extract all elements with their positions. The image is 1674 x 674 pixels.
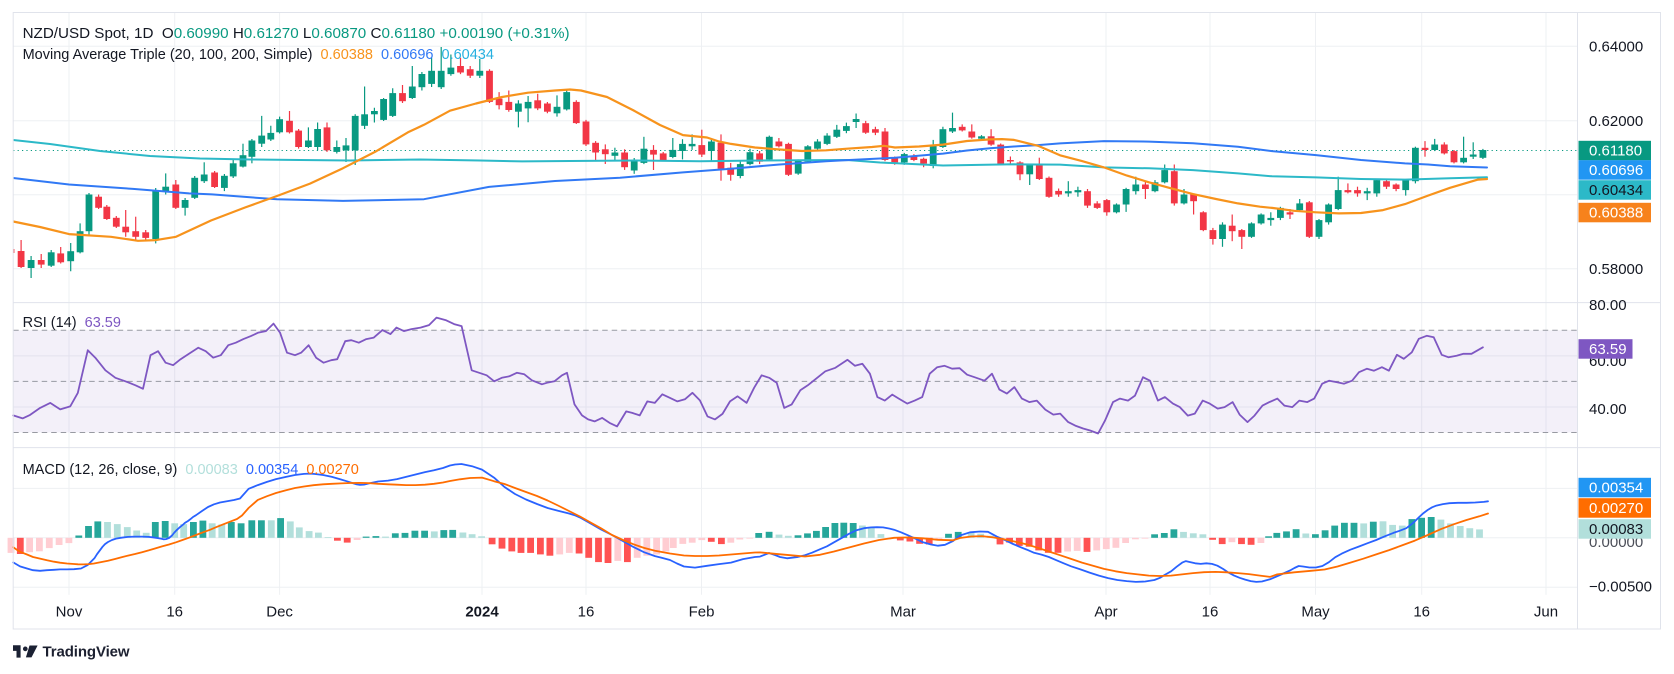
svg-text:NZD/USD Spot, 1D O0.60990 H0.: NZD/USD Spot, 1D O0.60990 H0.61270 L0.60…: [23, 25, 570, 42]
svg-text:40.00: 40.00: [1589, 401, 1627, 418]
svg-text:0.58000: 0.58000: [1589, 261, 1643, 278]
svg-text:Dec: Dec: [266, 604, 293, 621]
svg-text:0.60696: 0.60696: [1589, 162, 1643, 179]
svg-text:0.00083: 0.00083: [1589, 521, 1643, 538]
svg-text:TradingView: TradingView: [43, 644, 130, 661]
svg-text:63.59: 63.59: [1589, 341, 1627, 358]
svg-text:0.00354: 0.00354: [1589, 480, 1643, 497]
svg-text:Mar: Mar: [890, 604, 916, 621]
svg-text:0.64000: 0.64000: [1589, 38, 1643, 55]
svg-text:0.00270: 0.00270: [1589, 500, 1643, 517]
svg-text:16: 16: [1413, 604, 1430, 621]
svg-text:0.60388: 0.60388: [1589, 205, 1643, 222]
svg-text:Moving Average Triple (20, 100: Moving Average Triple (20, 100, 200, Sim…: [23, 47, 494, 63]
svg-text:MACD (12, 26, close, 9) 0.000: MACD (12, 26, close, 9) 0.00083 0.00354 …: [23, 462, 359, 478]
svg-text:May: May: [1301, 604, 1330, 621]
svg-text:Jun: Jun: [1534, 604, 1558, 621]
svg-text:0.62000: 0.62000: [1589, 113, 1643, 130]
svg-text:16: 16: [1202, 604, 1219, 621]
svg-text:RSI (14) 63.59: RSI (14) 63.59: [23, 315, 121, 331]
svg-text:80.00: 80.00: [1589, 297, 1627, 314]
svg-text:0.61180: 0.61180: [1589, 143, 1642, 160]
svg-text:Nov: Nov: [56, 604, 83, 621]
svg-text:2024: 2024: [465, 604, 499, 621]
svg-text:−0.00500: −0.00500: [1589, 579, 1652, 596]
svg-text:0.60434: 0.60434: [1589, 182, 1643, 199]
svg-text:16: 16: [578, 604, 595, 621]
svg-text:16: 16: [166, 604, 183, 621]
svg-text:Apr: Apr: [1094, 604, 1117, 621]
svg-text:Feb: Feb: [689, 604, 715, 621]
